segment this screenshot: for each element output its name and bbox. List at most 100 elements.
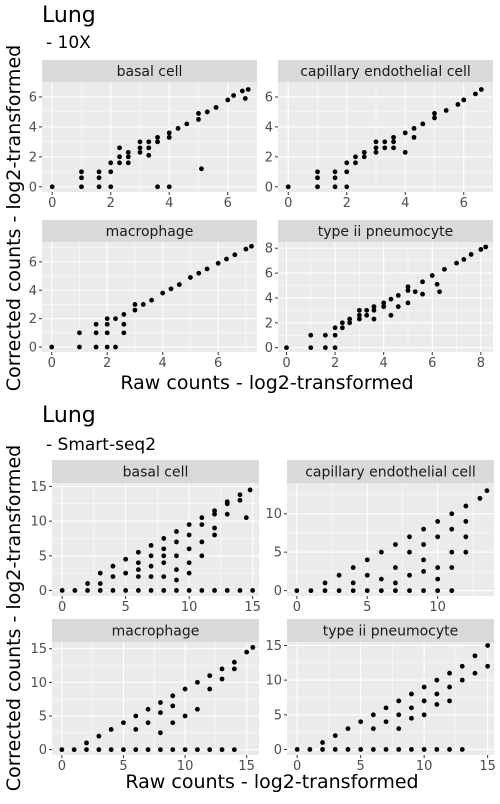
data-point [370,726,376,732]
data-point [459,747,465,752]
data-point [435,534,441,540]
data-point [108,747,114,753]
data-point [194,747,200,753]
data-point [212,588,217,593]
y-tick-label: 0 [39,584,47,599]
data-point [145,747,151,753]
plot-panel [287,642,494,755]
data-point [405,300,411,306]
data-point [196,270,202,276]
data-point [485,643,491,648]
facet-strip [278,220,493,242]
data-point [250,588,256,593]
facet-strip-label: basal cell [123,465,189,481]
data-point [132,302,138,307]
data-point [373,145,379,151]
facet-panel: type ii pneumocyte 0 5 10 15 0 5 10 15 [265,619,496,774]
data-point [449,565,455,570]
data-point [77,330,82,336]
chart-block-1: Lung - 10X Corrected counts - log2-transf… [3,3,493,394]
data-point [350,565,356,570]
y-tick-label: 5 [274,546,282,561]
data-point [405,284,411,290]
data-point [459,677,465,683]
data-point [77,344,82,350]
data-point [199,553,205,559]
data-point [449,511,455,517]
facet-panel: type ii pneumocyte 0 2 4 6 8 0 2 4 6 8 [265,220,493,371]
plot-panel [278,242,493,352]
data-point [364,307,370,313]
data-point [104,344,110,350]
data-point [170,747,176,753]
data-point [336,588,342,594]
data-point [378,588,384,594]
data-point [59,747,65,753]
data-point [108,160,114,166]
data-point [409,691,414,697]
data-point [332,332,338,338]
data-point [148,563,154,569]
facet-strip [52,619,259,642]
data-point [382,139,388,145]
data-point [174,577,179,583]
y-tick-label: 6 [29,255,37,270]
data-point [224,499,230,505]
y-tick-label: 5 [39,709,47,724]
x-tick-label: 15 [479,759,496,774]
x-tick-label: 0 [293,759,301,774]
data-point [140,302,146,307]
data-point [483,244,489,250]
data-point [174,529,179,534]
data-point [421,569,426,574]
data-point [344,160,350,166]
data-point [381,300,387,306]
data-point [194,706,200,712]
data-point [108,184,114,190]
data-point [405,288,411,293]
data-point [356,316,362,322]
data-point [463,503,469,509]
x-tick-label: 15 [238,759,255,774]
data-point [322,332,328,338]
data-point [383,705,389,711]
facet-strip-label: capillary endothelial cell [300,64,471,80]
data-point [176,282,182,287]
data-point [364,557,370,563]
facet-strip [278,60,493,82]
data-point [79,184,84,190]
data-point [378,576,384,582]
data-point [320,747,325,752]
y-tick-label: 4 [265,291,273,306]
data-point [353,160,358,166]
y-tick-label: 2 [265,150,273,165]
y-tick-label: 0 [274,584,282,599]
data-point [148,588,154,593]
data-point [85,588,90,593]
x-tick-label: 4 [159,356,167,371]
data-point [447,698,452,704]
data-point [412,289,418,295]
data-point [204,266,210,272]
data-point [371,316,377,322]
data-point [421,747,427,752]
data-point [108,727,114,732]
data-point [391,145,396,151]
data-point [421,526,426,532]
y-tick-label: 0 [274,743,282,758]
data-point [344,184,350,190]
data-point [145,706,151,712]
y-tick-label: 2 [29,150,37,165]
x-tick-label: 10 [181,600,198,615]
plot-panel [42,82,257,192]
data-point [186,546,192,552]
data-point [79,169,84,175]
data-point [393,565,398,570]
data-point [381,304,387,310]
data-point [155,134,160,140]
data-point [395,304,401,310]
data-point [237,588,243,593]
data-point [231,666,237,672]
data-point [411,134,417,140]
